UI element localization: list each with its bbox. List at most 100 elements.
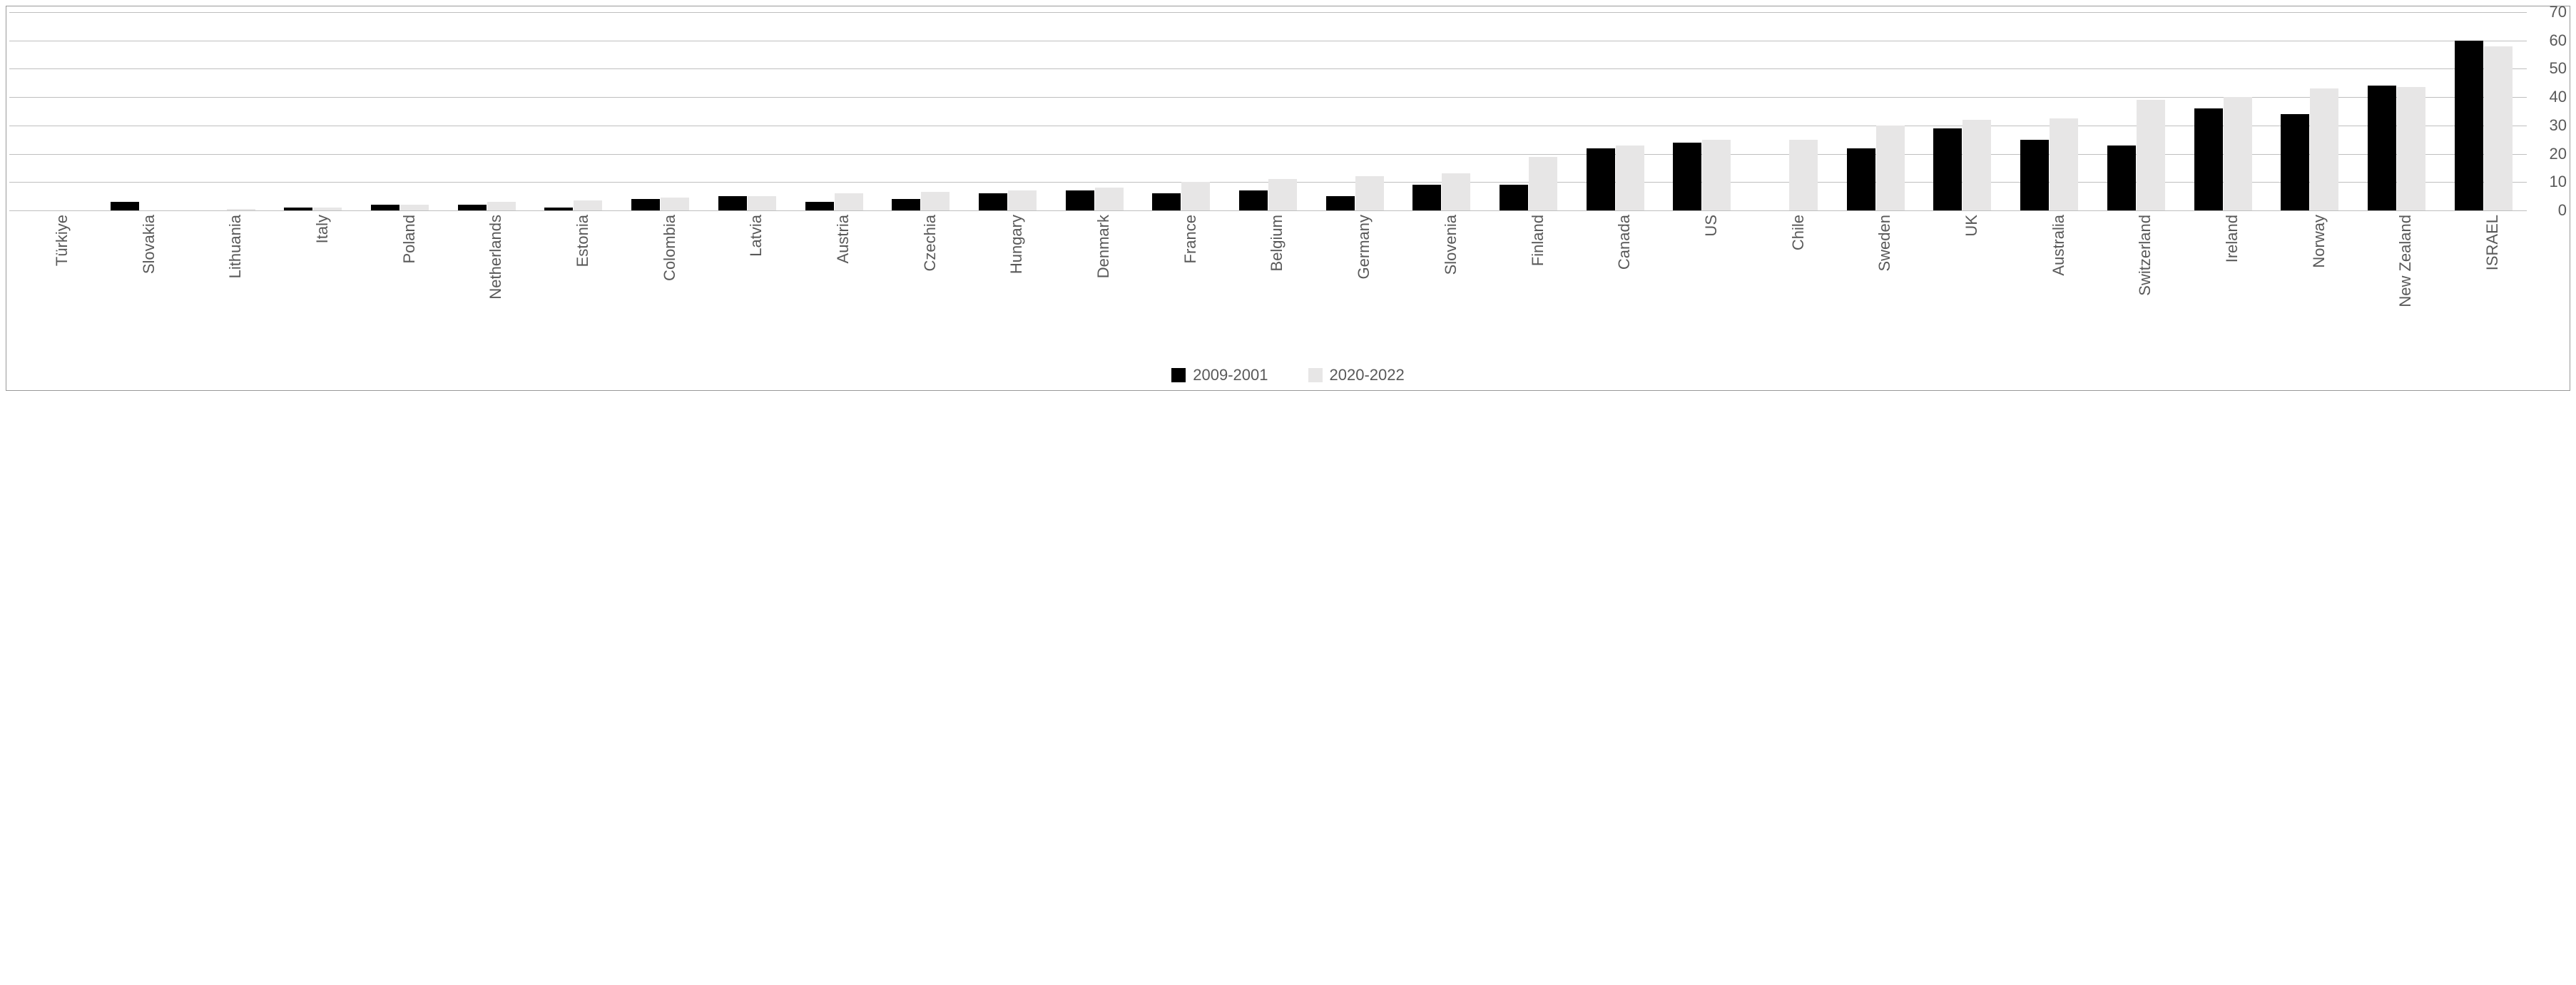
- x-tick-label: Hungary: [1007, 215, 1026, 274]
- category-slot: [2093, 12, 2180, 210]
- x-tick-label: ISRAEL: [2483, 215, 2502, 270]
- x-tick-label: UK: [1962, 215, 1981, 237]
- x-label-slot: Finland: [1485, 210, 1572, 360]
- bar: [2397, 87, 2425, 210]
- x-tick-label: US: [1702, 215, 1721, 237]
- x-tick-label: Finland: [1529, 215, 1547, 266]
- bar: [1066, 190, 1094, 210]
- x-tick-label: Italy: [313, 215, 332, 243]
- x-tick-label: Slovenia: [1442, 215, 1460, 275]
- x-label-slot: Slovakia: [96, 210, 183, 360]
- category-slot: [96, 12, 183, 210]
- x-label-slot: Belgium: [1225, 210, 1312, 360]
- x-tick-label: Germany: [1355, 215, 1373, 279]
- bar: [2455, 41, 2483, 210]
- bar: [2137, 100, 2165, 210]
- x-label-slot: Denmark: [1051, 210, 1138, 360]
- bar: [631, 199, 660, 210]
- x-tick-label: France: [1181, 215, 1200, 263]
- bar: [1181, 182, 1210, 210]
- bar: [111, 202, 139, 210]
- x-label-slot: Colombia: [617, 210, 704, 360]
- x-label-slot: Czechia: [877, 210, 964, 360]
- x-label-slot: Chile: [1746, 210, 1833, 360]
- category-slot: [1398, 12, 1485, 210]
- category-slot: [704, 12, 791, 210]
- x-label-slot: Canada: [1572, 210, 1659, 360]
- bar: [400, 205, 429, 210]
- bar: [1847, 148, 1875, 210]
- category-slot: [2179, 12, 2266, 210]
- bar: [2050, 118, 2078, 210]
- category-slot: [1311, 12, 1398, 210]
- x-label-slot: UK: [1919, 210, 2006, 360]
- x-tick-label: Latvia: [747, 215, 765, 257]
- bar: [835, 193, 863, 210]
- legend-swatch: [1171, 368, 1186, 382]
- category-slot: [2353, 12, 2440, 210]
- x-label-slot: Slovenia: [1398, 210, 1485, 360]
- bar: [661, 198, 689, 210]
- y-tick-label: 0: [2552, 201, 2567, 220]
- x-axis-row: TürkiyeSlovakiaLithuaniaItalyPolandNethe…: [9, 210, 2567, 360]
- x-axis: TürkiyeSlovakiaLithuaniaItalyPolandNethe…: [9, 210, 2527, 360]
- legend-item: 2020-2022: [1308, 366, 1405, 384]
- y-tick-label: 30: [2544, 116, 2567, 135]
- category-slot: [1659, 12, 1746, 210]
- x-tick-label: Australia: [2050, 215, 2068, 276]
- legend-label: 2009-2001: [1193, 366, 1268, 384]
- x-tick-label: Chile: [1789, 215, 1808, 250]
- bar: [805, 202, 834, 210]
- bar: [921, 192, 950, 210]
- bar: [574, 200, 602, 210]
- x-tick-label: Poland: [400, 215, 419, 264]
- x-tick-label: Belgium: [1268, 215, 1286, 271]
- bar: [371, 205, 399, 210]
- bar: [1239, 190, 1268, 210]
- x-tick-label: Sweden: [1875, 215, 1894, 272]
- x-label-slot: Sweden: [1832, 210, 1919, 360]
- bar: [2484, 46, 2513, 210]
- bar: [1326, 196, 1355, 210]
- bar: [2194, 108, 2223, 210]
- country-bar-chart: 010203040506070 TürkiyeSlovakiaLithuania…: [6, 6, 2570, 391]
- category-slot: [1225, 12, 1312, 210]
- x-tick-label: Colombia: [661, 215, 679, 281]
- x-label-slot: Latvia: [704, 210, 791, 360]
- category-slot: [443, 12, 530, 210]
- x-label-slot: Ireland: [2179, 210, 2266, 360]
- plot-area: [9, 12, 2527, 210]
- x-label-slot: Australia: [2006, 210, 2093, 360]
- category-slot: [1746, 12, 1833, 210]
- bar: [1789, 140, 1818, 210]
- category-slot: [1919, 12, 2006, 210]
- x-label-slot: Netherlands: [443, 210, 530, 360]
- bar: [2310, 88, 2338, 210]
- y-axis: 010203040506070: [2527, 12, 2567, 210]
- bar: [2107, 146, 2136, 210]
- category-slot: [1138, 12, 1225, 210]
- category-slot: [530, 12, 617, 210]
- y-tick-label: 60: [2544, 31, 2567, 50]
- x-tick-label: Czechia: [921, 215, 940, 271]
- bar: [2281, 114, 2309, 210]
- category-slot: [357, 12, 444, 210]
- bar: [1616, 146, 1644, 210]
- x-tick-label: Austria: [834, 215, 852, 263]
- plot-row: 010203040506070: [9, 12, 2567, 210]
- bar: [1412, 185, 1441, 210]
- category-slot: [270, 12, 357, 210]
- bar: [892, 199, 920, 210]
- x-label-slot: Estonia: [530, 210, 617, 360]
- x-tick-label: Norway: [2310, 215, 2328, 268]
- bar: [1152, 193, 1181, 210]
- x-tick-label: Netherlands: [487, 215, 505, 300]
- bar: [487, 202, 516, 210]
- y-tick-label: 20: [2544, 145, 2567, 163]
- legend-swatch: [1308, 368, 1323, 382]
- x-label-slot: Norway: [2266, 210, 2353, 360]
- category-slot: [964, 12, 1052, 210]
- bar: [1933, 128, 1962, 210]
- category-slot: [790, 12, 877, 210]
- bar: [979, 193, 1007, 210]
